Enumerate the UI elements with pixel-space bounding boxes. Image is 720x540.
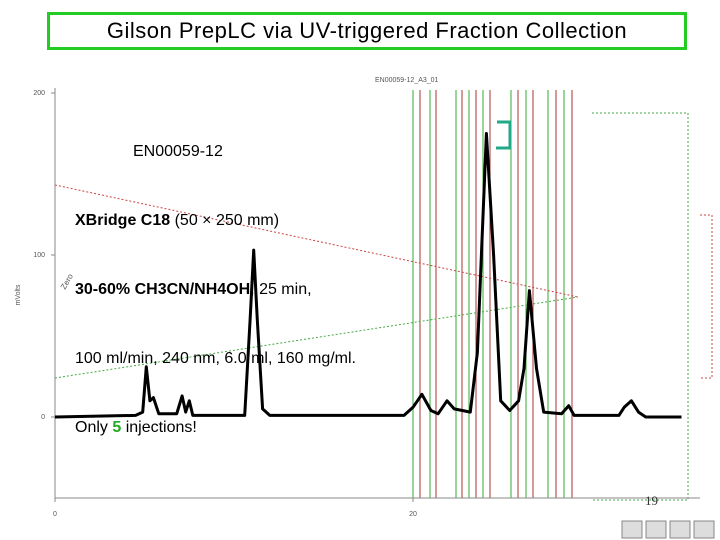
fraction-lines: [412, 90, 573, 498]
y-tick-label: 0: [41, 414, 45, 421]
nav-prev[interactable]: [645, 520, 667, 539]
note-text: (50 × 250 mm): [170, 212, 280, 229]
nav-next[interactable]: [669, 520, 691, 539]
nav-last[interactable]: [693, 520, 715, 539]
note-line: XBridge C18 (50 × 250 mm): [75, 209, 356, 232]
trace: [54, 132, 682, 419]
page-number: 19: [645, 493, 658, 508]
note-line: 100 ml/min, 240 nm, 6.0 ml, 160 mg/ml.: [75, 347, 356, 370]
note-text: EN00059-12: [133, 143, 223, 160]
nav-first[interactable]: [621, 520, 643, 539]
note-line: Only 5 injections!: [75, 416, 356, 439]
gradient-lines: [54, 112, 713, 501]
notes: EN00059-12 XBridge C18 (50 × 250 mm) 30-…: [75, 94, 356, 462]
note-text: , 25 min,: [250, 281, 312, 298]
note-line: 30-60% CH3CN/NH4OH, 25 min,: [75, 278, 356, 301]
y-axis-label: mVolts: [15, 284, 22, 306]
note-line: EN00059-12: [75, 140, 356, 163]
x-tick-label: 20: [409, 511, 417, 518]
note-text: 100 ml/min, 240 nm, 6.0 ml, 160 mg/ml.: [75, 350, 356, 367]
x-tick-label: 0: [53, 511, 57, 518]
note-text: injections!: [121, 419, 197, 436]
note-text: 5: [112, 419, 122, 436]
note-text: Only: [75, 419, 113, 436]
arrow: [496, 120, 512, 150]
annotation: Zero: [59, 272, 75, 291]
y-tick-label: 100: [33, 252, 45, 259]
nav-buttons[interactable]: [621, 520, 715, 539]
note-text: XBridge C18: [75, 212, 171, 229]
note-text: 30-60% CH3CN/NH4OH: [75, 281, 251, 298]
chart-title: EN00059-12_A3_01: [375, 77, 439, 84]
slide-title: Gilson PrepLC via UV-triggered Fraction …: [47, 12, 687, 50]
y-tick-label: 200: [33, 90, 45, 97]
